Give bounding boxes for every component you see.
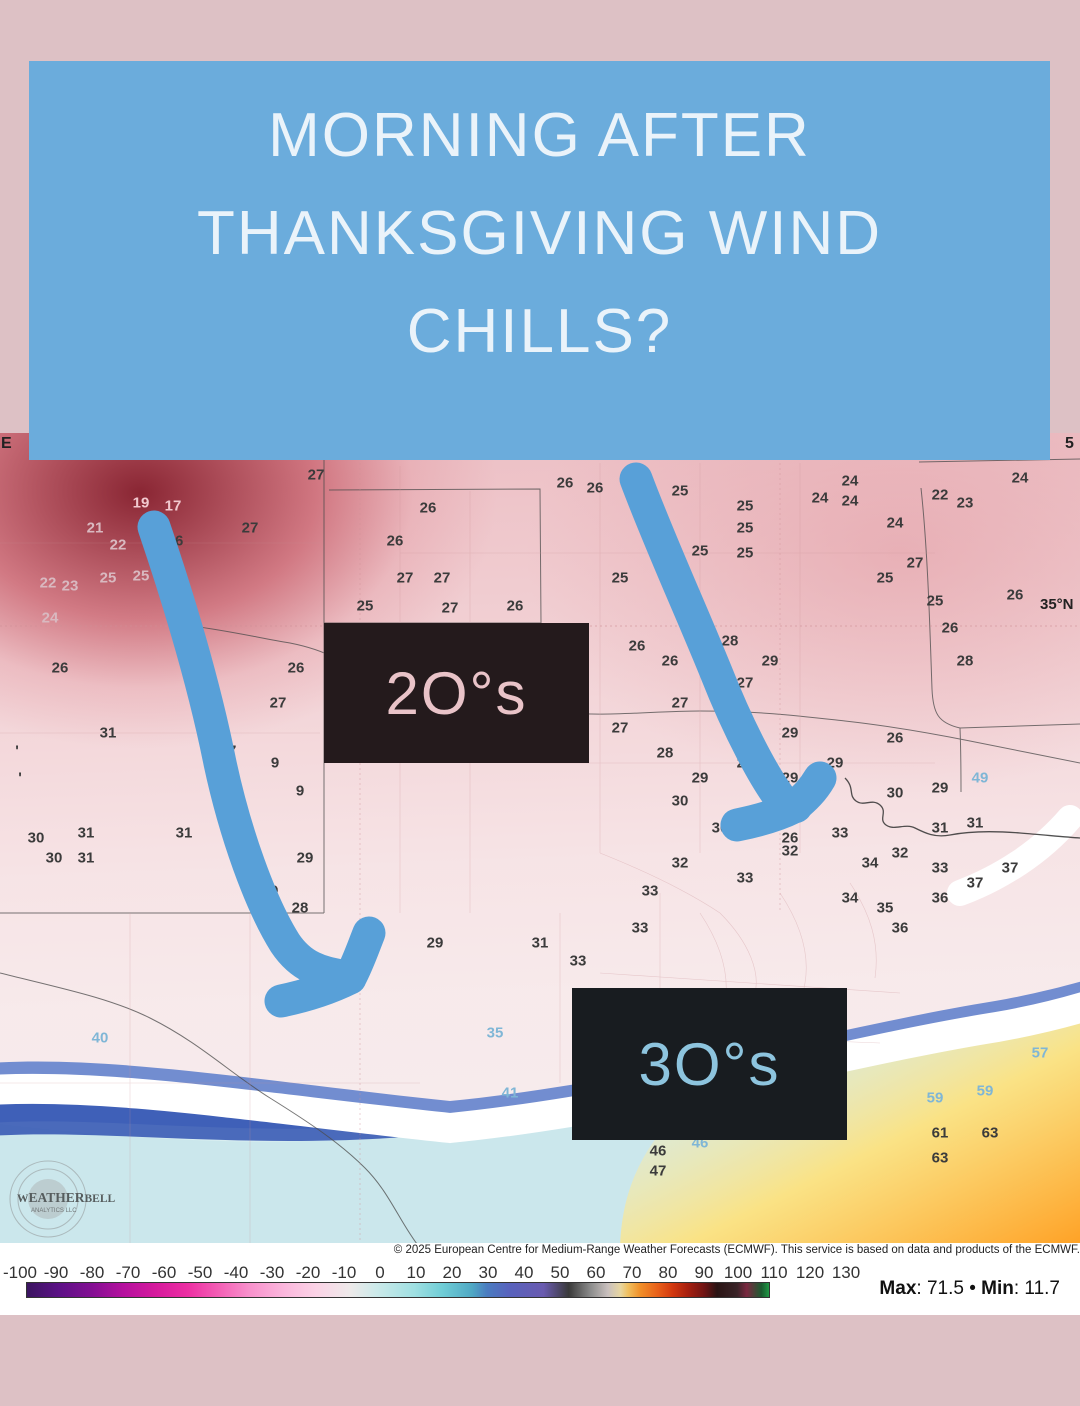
svg-text:WEATHERBELL: WEATHERBELL	[17, 1190, 116, 1205]
svg-text:ANALYTICS LLC: ANALYTICS LLC	[31, 1208, 77, 1214]
